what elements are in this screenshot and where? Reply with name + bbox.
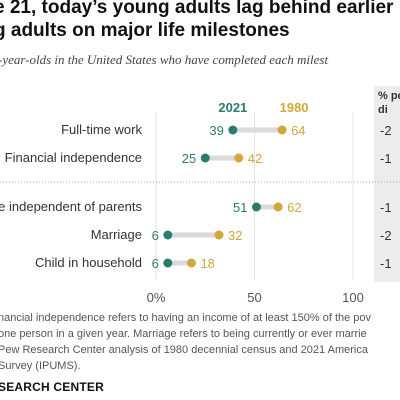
chart-title-line-2: g adults on major life milestones (0, 20, 290, 41)
dot-1980 (214, 230, 224, 240)
right-column-panel (374, 86, 400, 282)
value-label-1980: 32 (228, 228, 242, 243)
dot-2021 (251, 202, 261, 212)
legend-1980: 1980 (280, 100, 309, 115)
dot-2021 (228, 125, 238, 135)
right-column-header: % po (378, 90, 400, 102)
dot-1980 (234, 153, 244, 163)
right-column-header: di (378, 104, 388, 116)
right-column-value: -2 (380, 123, 392, 138)
value-label-2021: 6 (152, 256, 159, 271)
source-line: Survey (IPUMS). (0, 360, 81, 372)
category-label: me independent of parents (0, 199, 142, 214)
value-label-2021: 6 (152, 228, 159, 243)
category-label: Financial independence (5, 150, 142, 165)
right-column-value: -2 (380, 228, 392, 243)
chart-title: e 21, today’s young adults lag behind ea… (0, 0, 400, 42)
dot-1980 (186, 258, 196, 268)
brand-label: SEARCH CENTER (0, 380, 104, 394)
note-line: one person in a given year. Marriage ref… (0, 328, 367, 340)
x-tick-label: 100 (342, 290, 364, 305)
dot-2021 (163, 258, 173, 268)
x-tick-label: 0% (147, 290, 166, 305)
value-label-1980: 64 (291, 123, 305, 138)
category-label: Child in household (35, 255, 142, 270)
right-column-value: -1 (380, 256, 392, 271)
chart-title-line-1: e 21, today’s young adults lag behind ea… (0, 0, 394, 18)
note-line: nancial independence refers to having an… (0, 312, 372, 324)
value-label-2021: 39 (209, 123, 223, 138)
source-line: Pew Research Center analysis of 1980 dec… (0, 344, 368, 356)
value-label-2021: 25 (182, 151, 196, 166)
x-tick-label: 50 (247, 290, 261, 305)
value-label-2021: 51 (233, 200, 247, 215)
right-column-value: -1 (380, 200, 392, 215)
chart-notes: nancial independence refers to having an… (0, 310, 400, 374)
legend-2021: 2021 (218, 100, 247, 115)
dot-1980 (277, 125, 287, 135)
chart-subtitle: -year-olds in the United States who have… (0, 52, 329, 67)
dot-2021 (163, 230, 173, 240)
category-label: Full-time work (61, 122, 142, 137)
right-column-value: -1 (380, 151, 392, 166)
dot-1980 (273, 202, 283, 212)
value-label-1980: 62 (287, 200, 301, 215)
dot-2021 (200, 153, 210, 163)
dot-plot-chart: % po di 2021 1980 Full-time work 39 64 -2 Financ… (0, 86, 400, 305)
category-label: Marriage (91, 227, 142, 242)
value-label-1980: 18 (200, 256, 214, 271)
value-label-1980: 42 (248, 151, 262, 166)
